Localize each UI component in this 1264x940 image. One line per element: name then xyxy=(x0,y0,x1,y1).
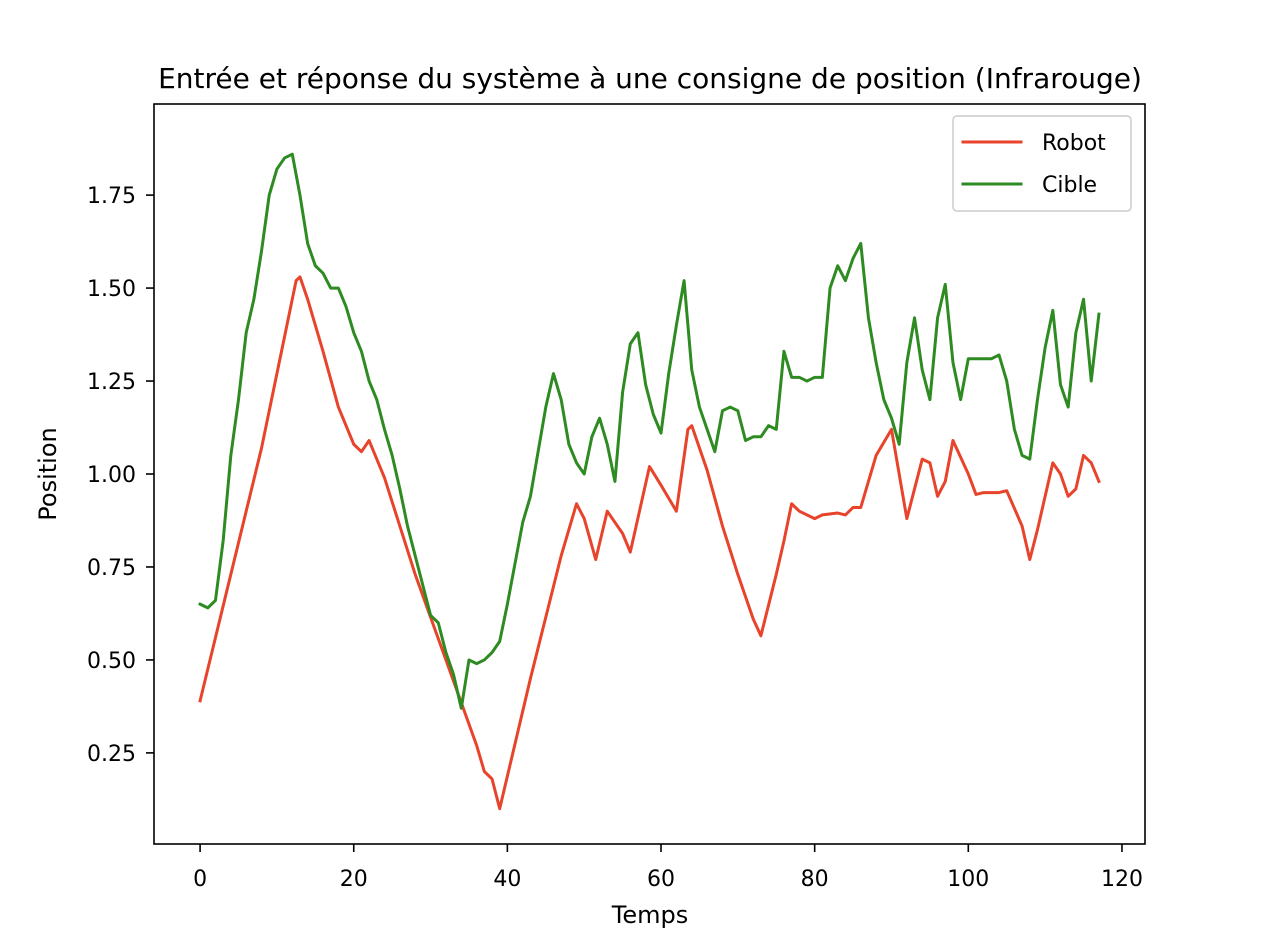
x-axis-label: Temps xyxy=(611,901,688,929)
y-tick-label: 1.75 xyxy=(87,184,136,209)
series-line-robot xyxy=(198,275,1101,811)
legend: Robot Cible xyxy=(952,115,1132,212)
y-tick-label: 0.75 xyxy=(87,556,136,581)
x-tick-label: 40 xyxy=(493,867,521,892)
series-line-cible xyxy=(198,152,1101,710)
x-axis-ticks: 0 20 40 60 80 100 120 xyxy=(193,844,1143,892)
x-tick-label: 60 xyxy=(647,867,675,892)
y-tick-label: 0.25 xyxy=(87,742,136,767)
y-axis-label: Position xyxy=(34,427,62,520)
chart-title: Entrée et réponse du système à une consi… xyxy=(158,62,1142,95)
y-tick-label: 1.50 xyxy=(87,277,136,302)
y-axis-ticks: 0.25 0.50 0.75 1.00 1.25 1.50 1.75 xyxy=(87,184,154,767)
x-tick-label: 100 xyxy=(947,867,989,892)
legend-box xyxy=(952,115,1132,212)
x-tick-label: 120 xyxy=(1101,867,1143,892)
y-tick-label: 1.00 xyxy=(87,463,136,488)
y-tick-label: 1.25 xyxy=(87,370,136,395)
x-tick-label: 20 xyxy=(340,867,368,892)
plot-lines xyxy=(198,152,1101,811)
legend-label-robot: Robot xyxy=(1042,131,1106,156)
y-tick-label: 0.50 xyxy=(87,649,136,674)
x-tick-label: 80 xyxy=(801,867,829,892)
legend-label-cible: Cible xyxy=(1042,173,1097,198)
x-tick-label: 0 xyxy=(193,867,207,892)
